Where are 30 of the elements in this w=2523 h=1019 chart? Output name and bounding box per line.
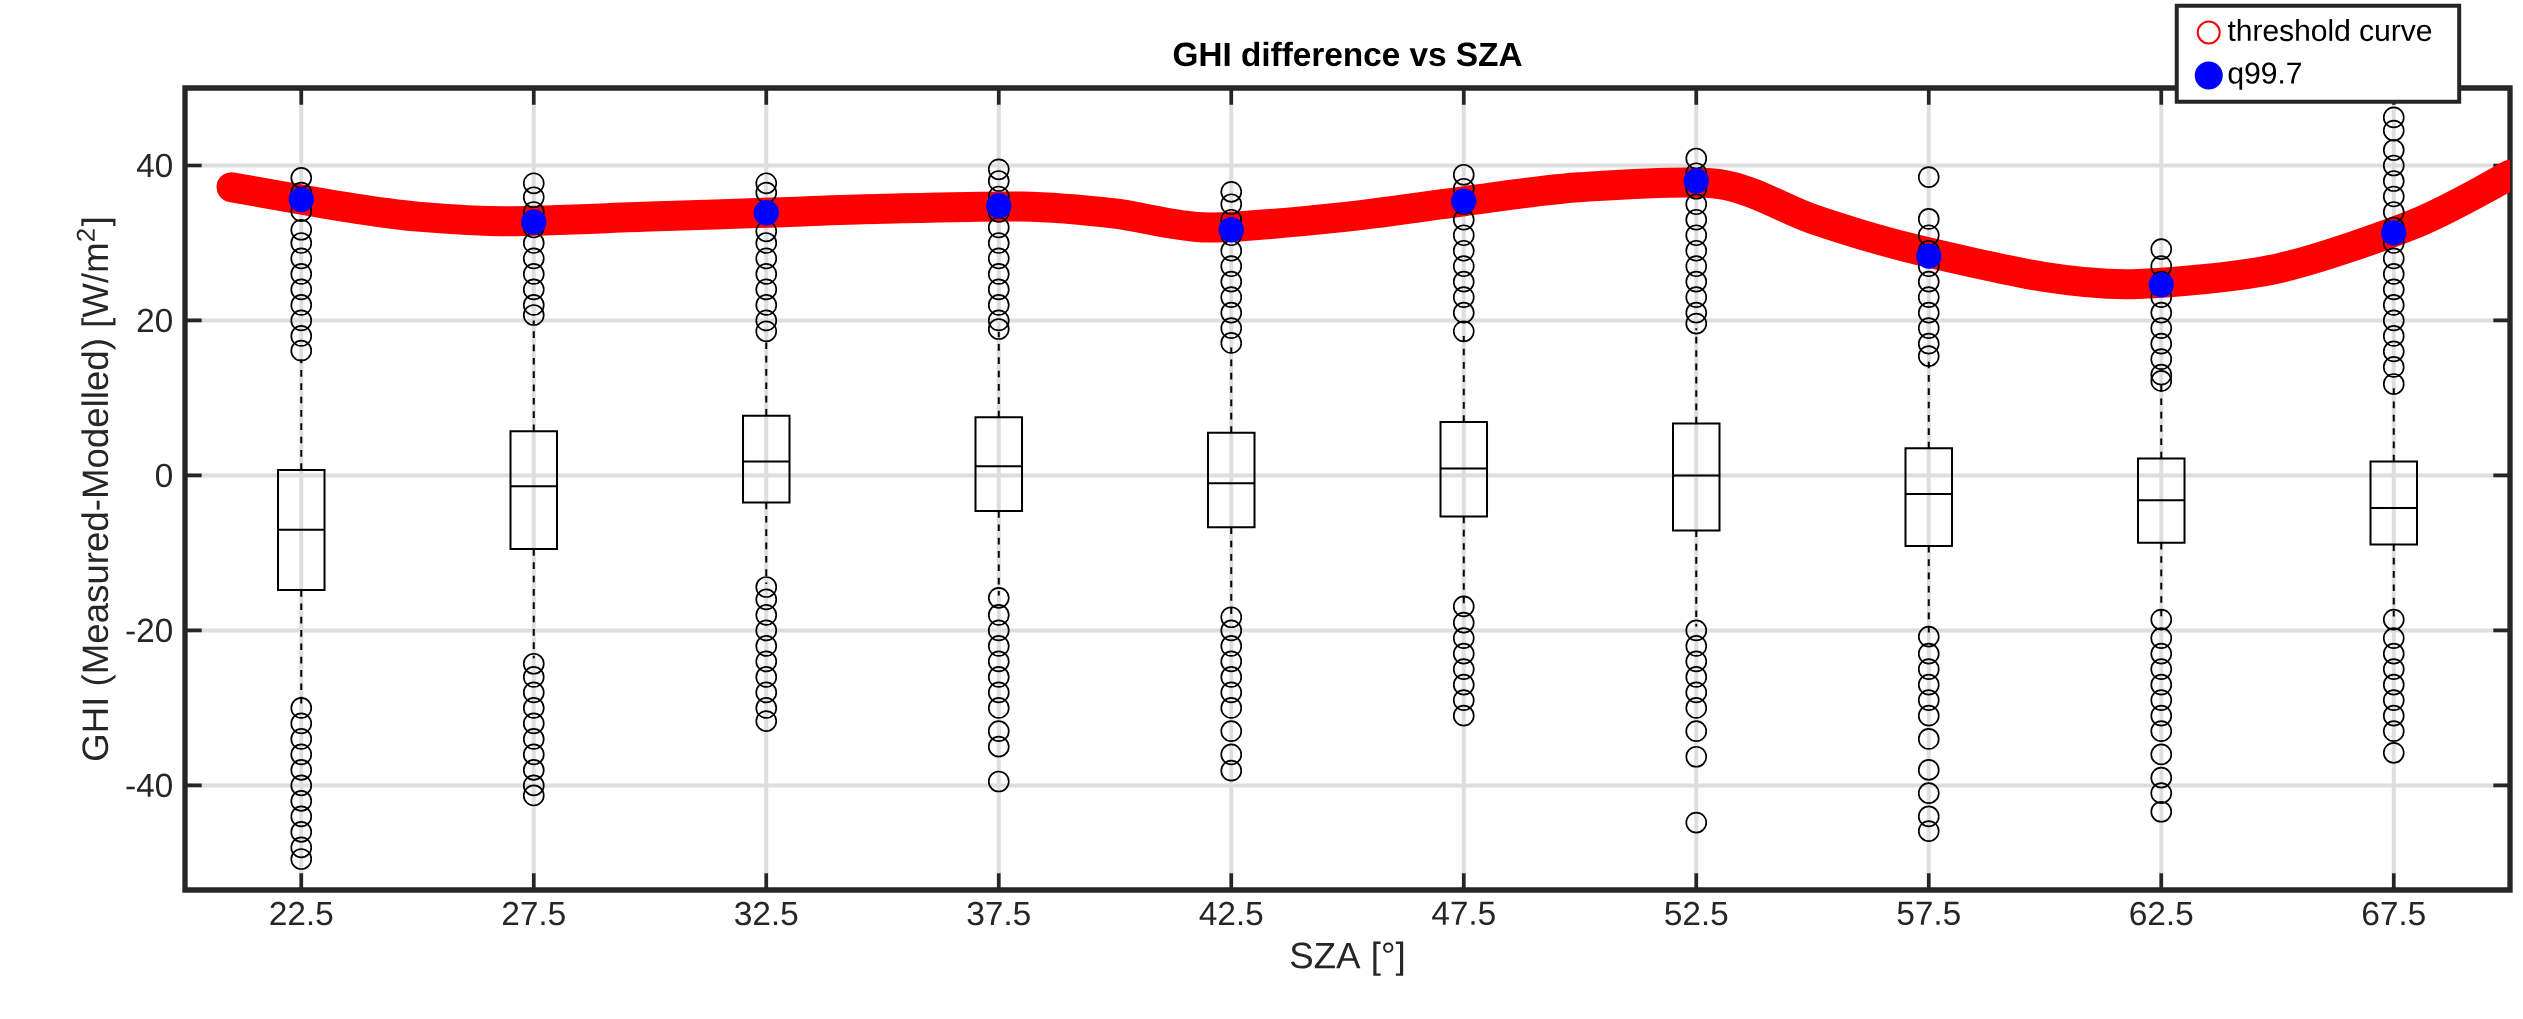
point bbox=[986, 193, 1012, 219]
x-tick-label: 52.5 bbox=[1665, 901, 1728, 926]
x-tick-label: 32.5 bbox=[735, 901, 798, 926]
legend-label: threshold curve bbox=[2227, 19, 2432, 42]
y-tick-label: 20 bbox=[137, 308, 172, 333]
y-axis-title: GHI (Measured-Modelled) [W/m$^{2}$] bbox=[76, 218, 116, 761]
x-tick-label: 42.5 bbox=[1199, 901, 1263, 926]
x-tick-label: 37.5 bbox=[967, 901, 1030, 926]
point bbox=[521, 209, 547, 235]
x-tick-label: 62.5 bbox=[2130, 901, 2193, 926]
y-tick-label: -40 bbox=[126, 773, 172, 798]
x-tick-label: 47.5 bbox=[1432, 901, 1495, 926]
point bbox=[1451, 188, 1477, 214]
x-tick-label: 67.5 bbox=[2362, 901, 2425, 926]
point bbox=[1218, 217, 1244, 243]
x-axis-title: SZA [°] bbox=[1290, 941, 1404, 976]
point bbox=[2148, 272, 2174, 298]
point bbox=[288, 186, 314, 213]
legend-label: q99.7 bbox=[2228, 62, 2301, 90]
point bbox=[2381, 220, 2407, 246]
x-tick-label: 57.5 bbox=[1897, 901, 1960, 926]
y-tick-label: 40 bbox=[136, 153, 172, 178]
y-tick-label: -20 bbox=[126, 618, 172, 643]
x-tick-label: 22.5 bbox=[270, 901, 333, 926]
chart-title: GHI difference vs SZA bbox=[1173, 41, 1522, 67]
point bbox=[753, 200, 779, 226]
point bbox=[1916, 243, 1942, 269]
x-tick-label: 27.5 bbox=[502, 901, 565, 926]
y-tick-label: 0 bbox=[156, 463, 172, 488]
point bbox=[1683, 168, 1709, 194]
